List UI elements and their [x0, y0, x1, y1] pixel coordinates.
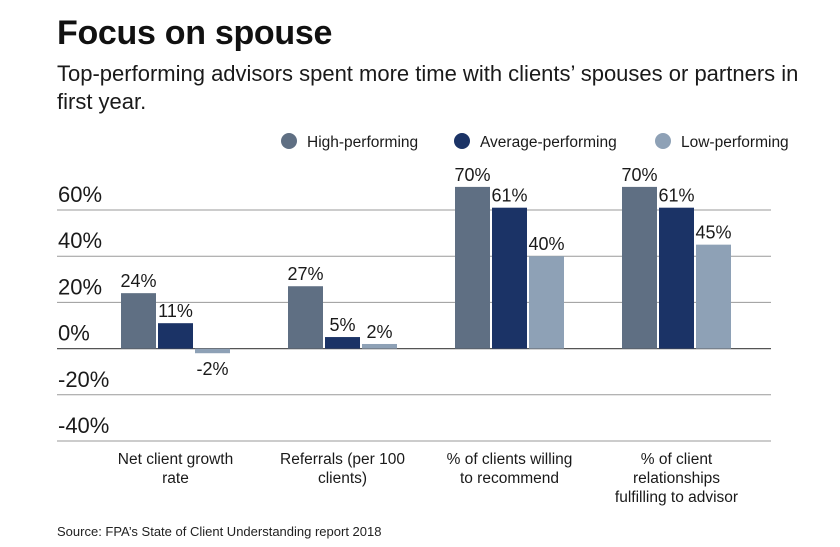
bar-high-performing-3 [622, 186, 657, 349]
bar-average-performing-1 [325, 337, 360, 349]
bar-high-performing-1 [288, 286, 323, 349]
source-note: Source: FPA’s State of Client Understand… [57, 524, 382, 539]
data-label: 27% [287, 264, 323, 284]
x-tick-label-line: Net client growth [118, 451, 233, 468]
x-tick-label-line: rate [162, 470, 189, 487]
x-tick-label-line: fulfilling to advisor [615, 489, 738, 506]
data-label: 61% [491, 186, 527, 206]
bar-high-performing-2 [455, 186, 490, 349]
x-tick-label-line: clients) [318, 470, 367, 487]
x-tick-label-line: to recommend [460, 470, 559, 487]
data-label: -2% [196, 359, 228, 379]
bar-average-performing-0 [158, 323, 193, 349]
legend-label: High-performing [307, 134, 418, 151]
y-axis: 60% 40% 20% 0% -20% -40% [58, 182, 109, 438]
data-label: 70% [454, 165, 490, 185]
bar-low-performing-3 [696, 244, 731, 349]
data-label: 24% [120, 271, 156, 291]
y-tick-label: 40% [58, 228, 102, 253]
x-tick-label: Referrals (per 100 clients) [280, 451, 405, 487]
chart-legend: High-performing Average-performing Low-per… [281, 133, 789, 151]
data-label: 70% [621, 165, 657, 185]
bar-low-performing-2 [529, 256, 564, 349]
x-tick-label-line: relationships [633, 470, 720, 487]
bar-low-performing-0 [195, 348, 230, 354]
data-label: 5% [329, 315, 355, 335]
legend-marker-high-performing [281, 133, 297, 149]
chart-title: Focus on spouse [57, 14, 333, 52]
data-label: 2% [366, 322, 392, 342]
y-tick-label: 20% [58, 274, 102, 299]
x-tick-label: % of client relationships fulfilling to ad… [615, 451, 738, 506]
data-label: 61% [658, 186, 694, 206]
data-label: 45% [695, 223, 731, 243]
chart-subtitle: Top-performing advisors spent more time … [57, 61, 799, 114]
y-tick-label: -20% [58, 367, 109, 392]
bar-average-performing-3 [659, 207, 694, 349]
y-tick-label: 60% [58, 182, 102, 207]
y-tick-label: 0% [58, 321, 90, 346]
x-tick-label-line: Referrals (per 100 [280, 451, 405, 468]
bars [121, 186, 731, 354]
data-label: 11% [158, 301, 193, 321]
data-labels: 24%11%-2%27%5% 2%70%61%40%70%61%45% [120, 165, 731, 379]
y-tick-label: -40% [58, 413, 109, 438]
legend-marker-low-performing [655, 133, 671, 149]
x-tick-label-line: % of client [641, 451, 713, 468]
legend-label: Average-performing [480, 134, 617, 151]
x-tick-label-line: % of clients willing [447, 451, 573, 468]
x-tick-label: % of clients willing to recommend [447, 451, 573, 487]
bar-high-performing-0 [121, 293, 156, 349]
legend-marker-average-performing [454, 133, 470, 149]
x-axis: Net client growth rate Referrals (per 100 c… [118, 451, 738, 506]
legend-label: Low-performing [681, 134, 789, 151]
bar-low-performing-1 [362, 343, 397, 349]
bar-average-performing-2 [492, 207, 527, 349]
x-tick-label: Net client growth rate [118, 451, 233, 487]
data-label: 40% [528, 234, 564, 254]
